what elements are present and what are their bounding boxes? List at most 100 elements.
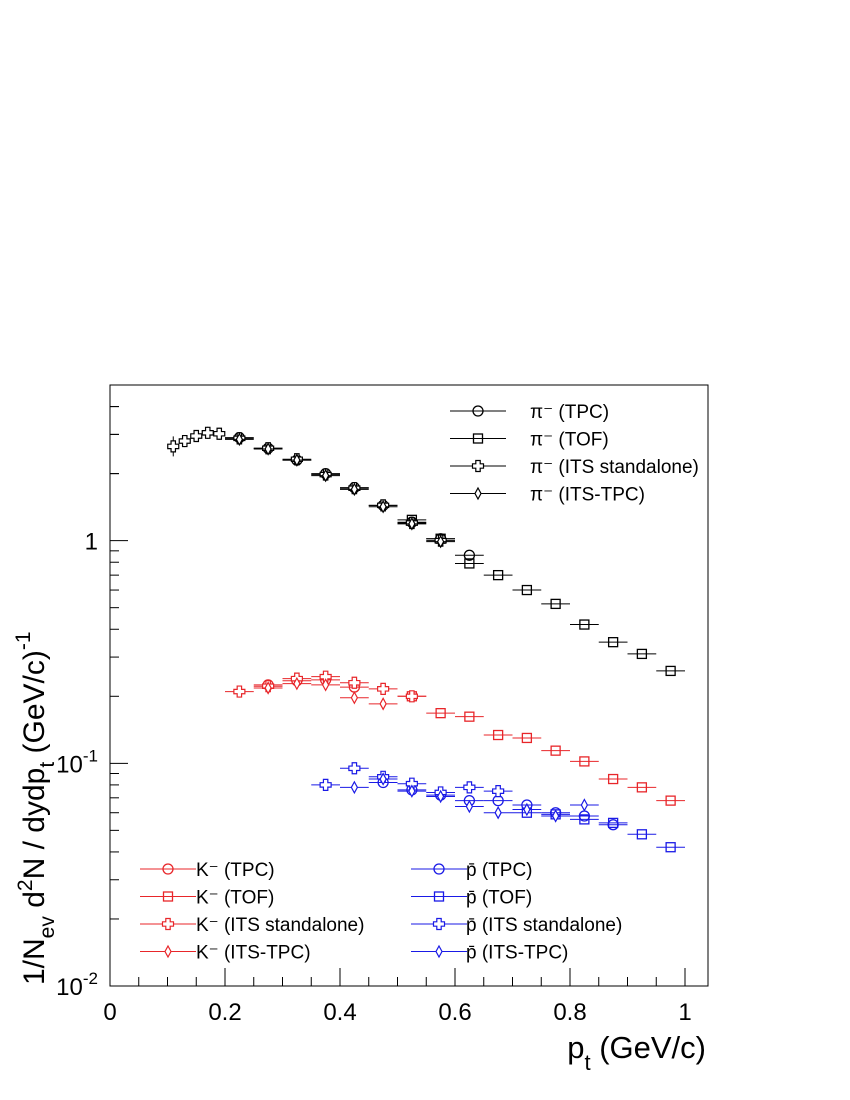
- legend-marker: [471, 459, 485, 473]
- point-marker: [636, 648, 648, 660]
- marker-square: [550, 745, 561, 756]
- point-marker: [492, 569, 504, 581]
- marker-square: [607, 817, 619, 829]
- data-point: [311, 670, 340, 683]
- point-marker: [350, 690, 359, 705]
- data-point: [627, 648, 657, 660]
- data-point: [213, 427, 226, 440]
- marker-diamond: [580, 798, 589, 812]
- data-point: [512, 732, 542, 744]
- data-point: [397, 690, 427, 703]
- point-marker: [551, 809, 560, 823]
- marker-diamond: [551, 809, 560, 823]
- point-marker: [235, 432, 244, 447]
- marker-circle: [472, 405, 484, 417]
- point-marker: [408, 784, 416, 798]
- marker-square: [607, 773, 619, 785]
- data-point: [282, 676, 312, 691]
- point-marker: [435, 708, 446, 719]
- marker-square: [579, 619, 590, 630]
- legend-label: π⁻ (ITS standalone): [530, 457, 699, 478]
- marker-square: [665, 665, 676, 677]
- marker-diamond: [523, 802, 531, 817]
- legend-marker: [472, 433, 484, 444]
- marker-diamond: [379, 697, 387, 711]
- marker-cross: [405, 690, 418, 703]
- point-marker: [408, 517, 416, 531]
- point-marker: [464, 558, 475, 569]
- point-marker: [607, 637, 619, 648]
- marker-diamond: [293, 676, 301, 691]
- marker-cross: [190, 429, 203, 443]
- data-point: [368, 772, 398, 786]
- point-marker: [321, 468, 330, 483]
- marker-square: [162, 891, 174, 902]
- data-point: [570, 619, 599, 630]
- legend-marker: [435, 944, 443, 959]
- legend-label: K⁻ (ITS standalone): [196, 915, 364, 936]
- legend-entry: p̄ (TOF): [411, 888, 532, 909]
- marker-cross: [492, 785, 505, 798]
- plot-frame: [109, 384, 709, 987]
- point-marker: [523, 802, 531, 817]
- marker-square: [472, 433, 484, 444]
- legend-marker: [433, 863, 445, 875]
- legend-K: K⁻ (TPC) K⁻ (TOF) K⁻ (ITS standalone) K⁻ (I…: [140, 860, 364, 964]
- point-marker: [463, 781, 476, 794]
- marker-cross: [348, 762, 361, 775]
- data-point: [426, 708, 455, 719]
- marker-square: [521, 584, 533, 596]
- legend-marker: [474, 486, 482, 501]
- marker-square: [492, 729, 504, 741]
- point-marker: [463, 549, 476, 561]
- point-marker: [213, 427, 226, 440]
- legend-entry: π⁻ (TOF): [450, 430, 609, 451]
- legend-marker: [472, 405, 484, 417]
- point-marker: [665, 842, 676, 853]
- legend-entry: p̄ (TPC): [411, 860, 533, 881]
- data-point: [541, 809, 570, 823]
- point-marker: [579, 814, 590, 825]
- data-point: [483, 805, 513, 820]
- data-point: [598, 817, 628, 829]
- point-marker: [607, 817, 619, 829]
- x-tick-label: 1: [678, 999, 691, 1026]
- point-marker: [465, 799, 474, 814]
- marker-diamond: [264, 442, 272, 456]
- data-point: [225, 685, 254, 698]
- y-axis-label: 1/Nev d2N / dydpt (GeV/c)-1: [12, 631, 59, 985]
- marker-diamond: [235, 432, 244, 447]
- point-marker: [521, 584, 533, 596]
- marker-square: [579, 814, 590, 825]
- marker-diamond: [408, 517, 416, 531]
- data-point: [627, 829, 657, 840]
- marker-cross: [233, 685, 246, 698]
- marker-square: [435, 708, 446, 719]
- data-point: [368, 697, 398, 711]
- series-pi-diamond: [225, 432, 455, 549]
- point-marker: [665, 795, 676, 806]
- data-point: [311, 468, 340, 483]
- data-point: [190, 429, 203, 443]
- data-point: [455, 558, 484, 569]
- legend-entry: K⁻ (ITS-TPC): [140, 943, 311, 964]
- legend-label: K⁻ (ITS-TPC): [196, 943, 311, 964]
- marker-square: [550, 598, 561, 610]
- marker-diamond: [408, 784, 416, 798]
- marker-cross: [178, 434, 191, 448]
- data-point: [368, 682, 398, 695]
- x-axis-label: pt (GeV/c): [567, 1030, 706, 1075]
- series-pi-square: [397, 514, 685, 677]
- legend-label: K⁻ (TOF): [196, 888, 274, 909]
- marker-diamond: [321, 678, 330, 692]
- point-marker: [492, 729, 504, 741]
- marker-circle: [463, 549, 476, 561]
- data-point: [340, 762, 369, 775]
- point-marker: [580, 798, 589, 812]
- legend-entry: K⁻ (TPC): [140, 860, 275, 881]
- x-tick-label: 0: [103, 999, 116, 1026]
- data-point: [397, 517, 427, 531]
- marker-cross: [213, 427, 226, 440]
- legend-label: p̄ (TPC): [466, 860, 533, 881]
- point-marker: [319, 778, 332, 792]
